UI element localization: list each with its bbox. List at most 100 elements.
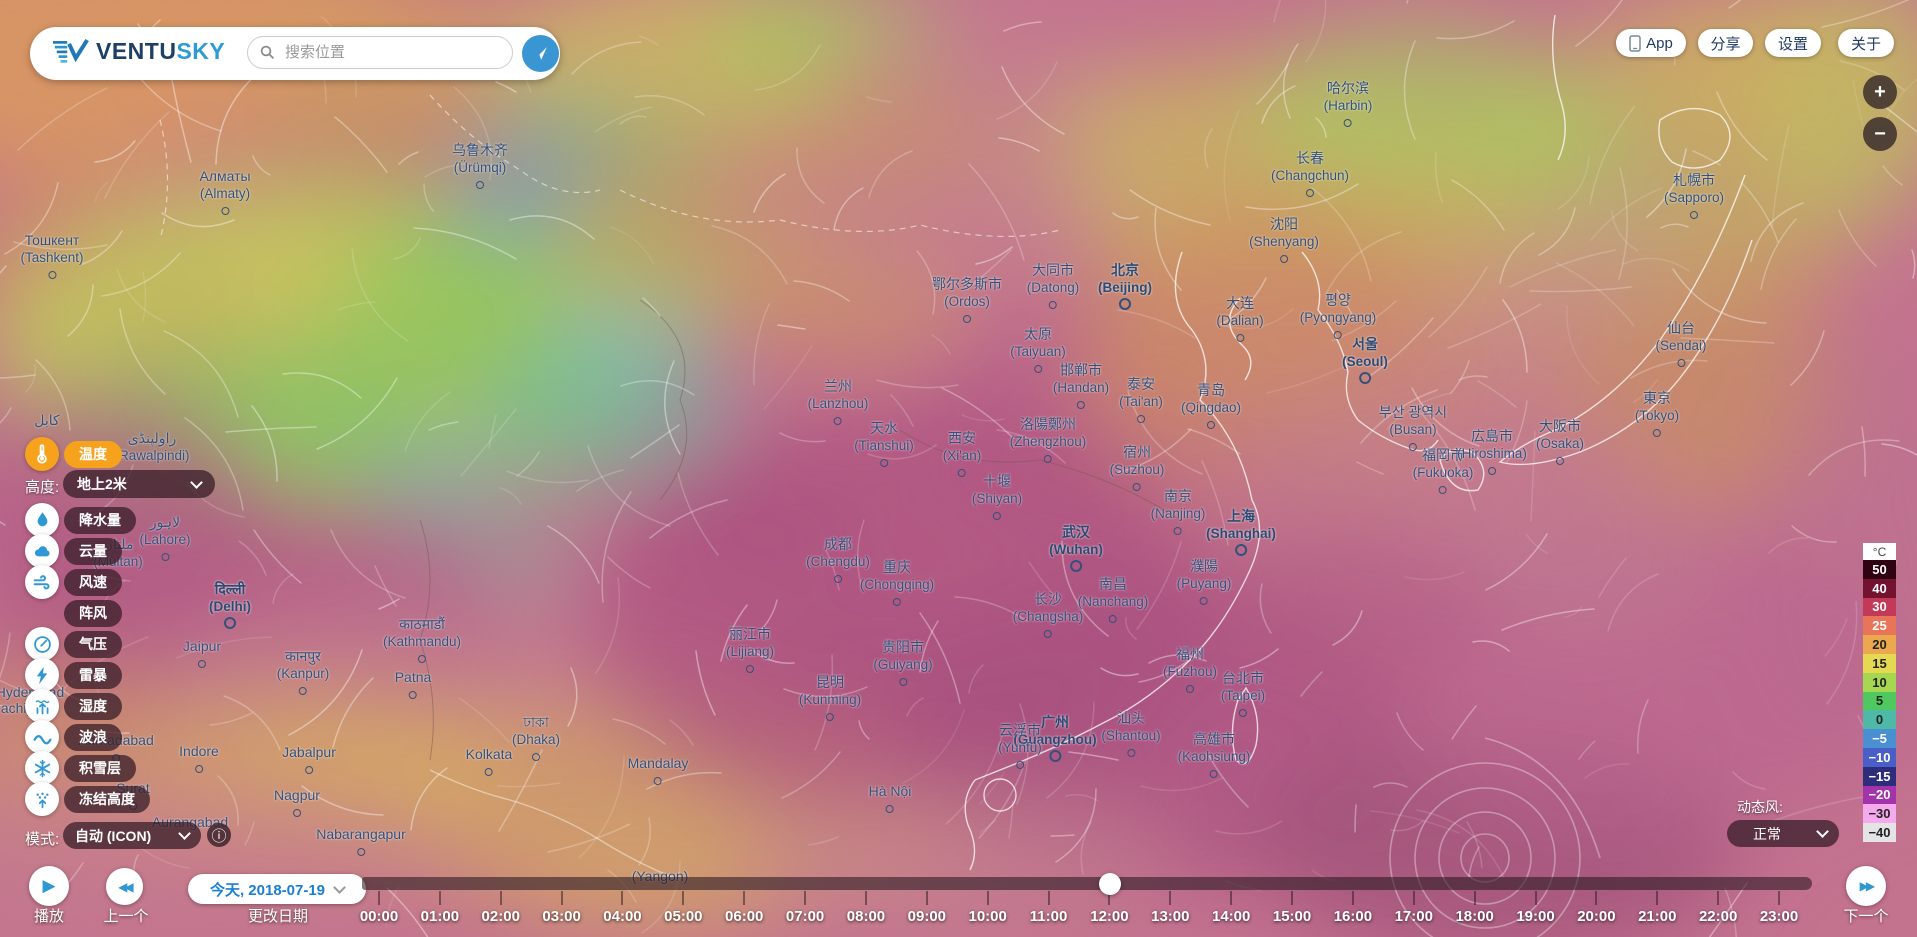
about-button[interactable]: 关于 [1838, 29, 1894, 57]
timeline-tick [378, 891, 380, 905]
timeline-hour-label[interactable]: 00:00 [359, 908, 399, 925]
layer-snowflake[interactable]: 积雪层 [0, 751, 220, 785]
share-button-label: 分享 [1710, 35, 1741, 53]
app-button[interactable]: App [1616, 29, 1686, 57]
search-input[interactable] [283, 43, 500, 62]
layer-wind[interactable]: 风速 [0, 565, 220, 599]
previous-label: 上一个 [103, 908, 149, 925]
legend-unit: °C [1863, 543, 1896, 560]
timeline-hour-label[interactable]: 19:00 [1516, 908, 1555, 925]
timeline-hour-label[interactable]: 14:00 [1211, 908, 1251, 925]
zoom-in-button[interactable]: + [1863, 75, 1897, 109]
logo-wordmark: VENTUSKY [96, 38, 226, 64]
chevron-down-icon [333, 880, 346, 894]
timeline-hour-label[interactable]: 09:00 [907, 908, 947, 925]
country-borders [159, 94, 1061, 241]
date-selector[interactable]: 今天, 2018-07-19 [188, 874, 366, 904]
timeline-tick [1169, 891, 1172, 905]
timeline-hour-label[interactable]: 12:00 [1090, 908, 1129, 925]
timeline-hour-label[interactable]: 03:00 [542, 908, 581, 925]
timeline-hour-label[interactable]: 10:00 [968, 908, 1007, 925]
next-button[interactable]: ▶▶ [1846, 866, 1886, 906]
active-layer-label: 温度 [64, 440, 122, 468]
timeline-hour-label[interactable]: 21:00 [1638, 908, 1677, 925]
wind-anim-value: 正常 [1753, 825, 1781, 842]
humidity-icon [25, 689, 59, 723]
wind-icon [25, 565, 59, 599]
layer-droplet[interactable]: 降水量 [0, 503, 220, 537]
model-info-button[interactable]: ⓘ [207, 823, 231, 847]
app-button-label: App [1646, 34, 1673, 52]
zoom-out-button[interactable]: − [1863, 117, 1897, 151]
next-label: 下一个 [1843, 908, 1889, 925]
timeline-hour-label[interactable]: 06:00 [725, 908, 764, 925]
wind-anim-dropdown[interactable]: 正常 [1727, 820, 1839, 847]
timeline-hour-label[interactable]: 15:00 [1272, 908, 1312, 925]
search-box[interactable] [247, 36, 513, 69]
rivers [419, 299, 1181, 761]
previous-button[interactable]: ◀◀ [106, 868, 143, 905]
timeline-hour-label[interactable]: 11:00 [1029, 908, 1068, 925]
timeline-tick [1108, 891, 1111, 905]
layer-bolt[interactable]: 雷暴 [0, 658, 220, 692]
about-button-label: 关于 [1850, 35, 1881, 53]
ventusky-logo[interactable]: VENTUSKY [52, 38, 225, 65]
play-icon: ▶ [42, 876, 56, 895]
mode-dropdown[interactable]: 自动 (ICON) [63, 822, 201, 849]
timeline-tick [1230, 891, 1233, 905]
timeline-tick [1656, 891, 1659, 905]
layer-gust[interactable]: 阵风 [0, 596, 220, 630]
snowflake-icon [25, 751, 59, 785]
timeline-hour-label[interactable]: 05:00 [664, 908, 703, 925]
layer-temperature-active[interactable]: 温度 [0, 437, 220, 471]
layer-freezing[interactable]: 冻结高度 [0, 782, 220, 816]
timeline-tick [560, 891, 563, 905]
freezing-icon [25, 782, 59, 816]
bolt-icon [25, 658, 59, 692]
timeline-hour-label[interactable]: 22:00 [1698, 908, 1738, 925]
timeline-handle[interactable] [1099, 873, 1121, 895]
height-dropdown[interactable]: 地上2米 [63, 470, 215, 498]
timeline-hour-label[interactable]: 23:00 [1759, 908, 1799, 925]
timeline-track[interactable] [362, 877, 1812, 890]
timeline-tick [925, 891, 928, 905]
legend-row: −40 [1863, 823, 1896, 842]
timeline-tick [986, 891, 989, 905]
height-label: 高度: [25, 479, 60, 496]
mode-label: 模式: [25, 831, 60, 848]
phone-icon [1629, 34, 1641, 52]
timeline-hour-label[interactable]: 07:00 [785, 908, 825, 925]
layer-cloud[interactable]: 云量 [0, 534, 220, 568]
timeline-hour-label[interactable]: 20:00 [1577, 908, 1616, 925]
play-label: 播放 [33, 908, 65, 925]
layer-wave[interactable]: 波浪 [0, 720, 220, 754]
play-button[interactable]: ▶ [29, 866, 69, 906]
legend-row: −20 [1863, 785, 1896, 805]
timeline-hour-label[interactable]: 02:00 [481, 908, 520, 925]
layer-label: 湿度 [64, 692, 122, 720]
share-button[interactable]: 分享 [1698, 29, 1753, 57]
cloud-icon [25, 534, 59, 568]
timeline-hour-label[interactable]: 01:00 [420, 908, 460, 925]
timeline-hour-label[interactable]: 08:00 [846, 908, 886, 925]
layer-label: 冻结高度 [64, 785, 150, 813]
ventusky-flag-icon [52, 39, 89, 63]
timeline-hour-label[interactable]: 16:00 [1333, 908, 1373, 925]
navigation-arrow-icon [534, 47, 547, 60]
layer-humidity[interactable]: 湿度 [0, 689, 220, 723]
timeline-hour-label[interactable]: 17:00 [1394, 908, 1433, 925]
timeline-tick [1291, 891, 1294, 905]
settings-button[interactable]: 设置 [1765, 29, 1821, 57]
timeline-tick [682, 891, 685, 905]
timeline-hour-label[interactable]: 04:00 [603, 908, 642, 925]
locate-button[interactable] [522, 35, 559, 72]
timeline-tick [621, 891, 624, 905]
layer-gauge[interactable]: 气压 [0, 627, 220, 661]
layer-label: 气压 [64, 630, 122, 658]
timeline-hour-label[interactable]: 18:00 [1455, 908, 1494, 925]
timeline-hour-label[interactable]: 13:00 [1151, 908, 1190, 925]
